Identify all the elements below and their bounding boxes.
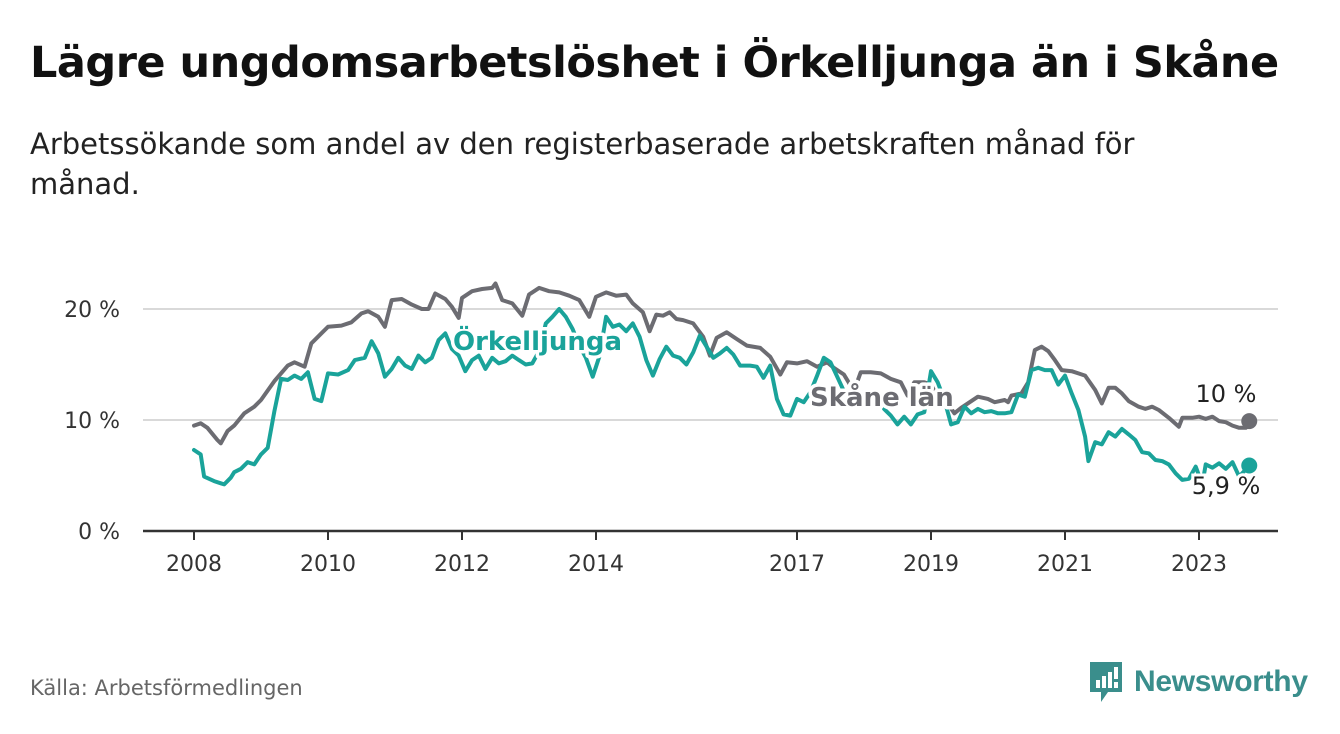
brand-name: Newsworthy bbox=[1134, 665, 1308, 698]
brand-logo[interactable]: Newsworthy bbox=[1088, 660, 1308, 704]
x-tick-label: 2021 bbox=[1037, 552, 1093, 577]
chart-title: Lägre ungdomsarbetslöshet i Örkelljunga … bbox=[30, 38, 1279, 88]
source-note: Källa: Arbetsförmedlingen bbox=[30, 676, 303, 700]
chart-subtitle: Arbetssökande som andel av den registerb… bbox=[30, 127, 1135, 201]
x-tick-label: 2023 bbox=[1171, 552, 1227, 577]
gridlines bbox=[143, 308, 1278, 421]
x-tick-label: 2010 bbox=[300, 552, 356, 577]
series-line-skane bbox=[192, 281, 1252, 446]
x-tick-label: 2008 bbox=[166, 552, 222, 577]
x-axis: 2008 2010 2012 2014 2017 2019 2021 2023 bbox=[143, 529, 1278, 577]
end-value-label-orkelljunga: 5,9 % bbox=[1192, 472, 1261, 500]
x-tick-label: 2019 bbox=[903, 552, 959, 577]
end-point-marker-orkelljunga bbox=[1241, 457, 1258, 474]
line-chart: 2008 2010 2012 2014 2017 2019 2021 2023 0 % 10 %… bbox=[64, 281, 1278, 577]
y-axis: 0 % 10 % 20 % bbox=[64, 298, 120, 545]
series-lines bbox=[192, 281, 1258, 487]
newsworthy-logo-icon bbox=[1090, 662, 1122, 702]
end-point-marker-skane bbox=[1241, 413, 1258, 430]
x-tick-label: 2017 bbox=[769, 552, 825, 577]
y-tick-label: 10 % bbox=[64, 409, 120, 434]
x-tick-label: 2014 bbox=[568, 552, 624, 577]
x-tick-label: 2012 bbox=[434, 552, 490, 577]
series-labels: Skåne län Örkelljunga 10 % 5,9 % bbox=[450, 321, 1264, 504]
series-label-skane: Skåne län bbox=[810, 381, 954, 413]
series-line-orkelljunga bbox=[192, 307, 1252, 487]
y-tick-label: 20 % bbox=[64, 298, 120, 323]
series-label-orkelljunga: Örkelljunga bbox=[453, 324, 622, 357]
y-tick-label: 0 % bbox=[78, 520, 120, 545]
end-value-label-skane: 10 % bbox=[1196, 380, 1257, 408]
